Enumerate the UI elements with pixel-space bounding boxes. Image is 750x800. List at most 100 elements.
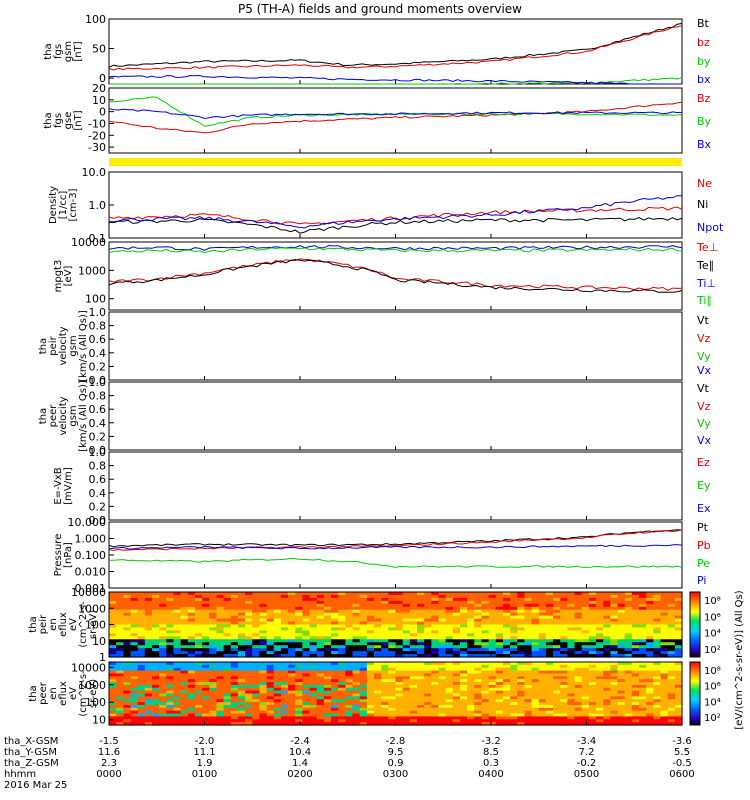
- heatmap-cell: [288, 707, 296, 712]
- heatmap-cell: [424, 704, 432, 709]
- heatmap-cell: [416, 670, 425, 675]
- heatmap-cell: [596, 615, 604, 620]
- heatmap-cell: [366, 609, 375, 614]
- heatmap-cell: [123, 615, 132, 620]
- heatmap-cell: [459, 654, 468, 658]
- heatmap-cell: [331, 639, 339, 643]
- heatmap-cell: [109, 673, 117, 677]
- heatmap-cell: [560, 651, 568, 655]
- heatmap-cell: [331, 702, 339, 706]
- heatmap-cell: [280, 707, 289, 712]
- heatmap-cell: [445, 673, 454, 677]
- heatmap-cell: [646, 702, 654, 706]
- y-axis-label: tha: [28, 685, 39, 701]
- heatmap-cell: [223, 702, 232, 706]
- heatmap-cell: [374, 645, 382, 649]
- heatmap-cell: [646, 687, 654, 692]
- heatmap-cell: [653, 645, 662, 649]
- heatmap-cell: [245, 693, 253, 697]
- heatmap-cell: [639, 645, 647, 649]
- heatmap-cell: [524, 600, 533, 605]
- heatmap-cell: [660, 615, 669, 620]
- heatmap-cell: [667, 603, 676, 608]
- heatmap-cell: [660, 594, 669, 599]
- heatmap-cell: [259, 704, 268, 709]
- heatmap-cell: [173, 648, 182, 652]
- heatmap-cell: [223, 654, 232, 658]
- heatmap-cell: [309, 618, 318, 623]
- heatmap-cell: [660, 624, 669, 629]
- y-tick-label: 1.0: [89, 306, 107, 319]
- heatmap-cell: [166, 662, 175, 666]
- heatmap-cell: [474, 597, 483, 602]
- heatmap-cell: [438, 612, 447, 617]
- heatmap-cell: [560, 684, 568, 689]
- heatmap-cell: [144, 693, 153, 697]
- heatmap-cell: [674, 693, 683, 697]
- y-tick-label: 0.100: [75, 549, 107, 562]
- heatmap-cell: [553, 654, 561, 658]
- heatmap-cell: [631, 621, 640, 626]
- heatmap-cell: [144, 594, 153, 599]
- heatmap-cell: [144, 716, 153, 720]
- heatmap-cell: [109, 594, 117, 599]
- heatmap-cell: [517, 597, 526, 602]
- heatmap-cell: [603, 648, 611, 652]
- heatmap-cell: [187, 642, 196, 646]
- heatmap-cell: [187, 707, 196, 712]
- heatmap-cell: [409, 612, 418, 617]
- heatmap-cell: [445, 633, 454, 637]
- heatmap-cell: [266, 690, 275, 695]
- heatmap-cell: [295, 609, 303, 614]
- heatmap-cell: [295, 654, 303, 658]
- heatmap-cell: [445, 676, 454, 680]
- heatmap-cell: [237, 592, 246, 596]
- heatmap-cell: [280, 716, 289, 720]
- heatmap-cell: [166, 699, 175, 703]
- heatmap-cell: [481, 704, 490, 709]
- heatmap-cell: [481, 670, 490, 675]
- heatmap-cell: [538, 630, 547, 634]
- heatmap-cell: [209, 651, 218, 655]
- heatmap-cell: [151, 633, 160, 637]
- heatmap-cell: [574, 722, 583, 726]
- y-tick-label: 1.0: [89, 376, 107, 389]
- heatmap-cell: [159, 594, 167, 599]
- heatmap-cell: [474, 618, 483, 623]
- heatmap-cell: [674, 612, 683, 617]
- heatmap-cell: [574, 600, 583, 605]
- heatmap-cell: [438, 621, 447, 626]
- heatmap-cell: [596, 673, 604, 677]
- heatmap-cell: [409, 679, 418, 683]
- heatmap-cell: [459, 603, 468, 608]
- heatmap-cell: [674, 664, 683, 669]
- heatmap-cell: [280, 670, 289, 675]
- heatmap-cell: [459, 684, 468, 689]
- heatmap-cell: [266, 679, 275, 683]
- heatmap-cell: [187, 716, 196, 720]
- heatmap-cell: [374, 662, 382, 666]
- heatmap-cell: [467, 722, 475, 726]
- heatmap-cell: [531, 662, 540, 666]
- heatmap-cell: [495, 707, 504, 712]
- heatmap-cell: [230, 594, 239, 599]
- heatmap-cell: [395, 609, 404, 614]
- heatmap-cell: [309, 664, 318, 669]
- heatmap-cell: [366, 651, 375, 655]
- heatmap-cell: [531, 612, 540, 617]
- heatmap-cell: [488, 719, 497, 723]
- heatmap-cell: [574, 687, 583, 692]
- heatmap-cell: [531, 670, 540, 675]
- heatmap-cell: [381, 687, 389, 692]
- heatmap-cell: [459, 630, 468, 634]
- heatmap-cell: [495, 713, 504, 718]
- heatmap-cell: [610, 702, 619, 706]
- heatmap-cell: [273, 612, 282, 617]
- heatmap-cell: [359, 696, 368, 700]
- heatmap-cell: [610, 676, 619, 680]
- heatmap-cell: [288, 713, 296, 718]
- heatmap-cell: [409, 690, 418, 695]
- heatmap-cell: [395, 648, 404, 652]
- heatmap-cell: [273, 690, 282, 695]
- heatmap-cell: [259, 609, 268, 614]
